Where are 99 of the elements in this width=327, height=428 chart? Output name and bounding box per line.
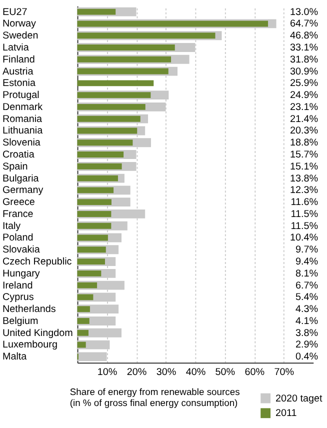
y-tick-label: Estonia [2, 78, 36, 90]
bar [77, 116, 140, 122]
data-label: 9.4% [296, 256, 318, 268]
data-label: 9.7% [296, 244, 318, 256]
y-tick-label: Slovakia [2, 244, 40, 256]
y-tick-label: Romania [2, 114, 43, 125]
y-tick-label: Slovenia [2, 138, 41, 149]
y-tick-label: France [2, 208, 34, 220]
bar [77, 282, 98, 288]
y-tick-label: EU27 [2, 6, 28, 18]
y-tick-label: Hungary [2, 268, 40, 280]
y-tick-label: Germany [2, 185, 44, 196]
y-tick-label: Czech Republic [2, 256, 72, 268]
data-label: 31.8% [290, 54, 318, 66]
data-label: 21.4% [290, 114, 318, 125]
x-tick-label: 50% [215, 366, 236, 378]
bar [77, 140, 133, 146]
data-label: 0.4% [296, 352, 318, 363]
data-label: 11.5% [290, 220, 318, 232]
bar [77, 330, 88, 336]
data-label: 15.7% [290, 149, 318, 160]
data-label: 8.1% [296, 268, 318, 280]
bar [77, 175, 118, 182]
bar [77, 152, 124, 158]
bar [77, 80, 154, 86]
y-tick-label: Latvia [2, 42, 30, 54]
bar [77, 270, 102, 276]
y-tick-label: Bulgaria [2, 173, 40, 184]
data-label: 11.6% [290, 197, 318, 208]
data-label: 18.8% [290, 138, 318, 149]
x-tick-label: 30% [156, 366, 176, 378]
data-label: 3.8% [296, 328, 318, 339]
bar [77, 20, 268, 27]
y-tick-label: Sweden [2, 30, 38, 42]
y-tick-label: Finland [2, 54, 35, 66]
y-tick-label: Greece [2, 197, 36, 208]
bar [77, 199, 112, 206]
y-tick-label: Netherlands [2, 304, 56, 316]
x-tick-label: 10% [97, 366, 118, 378]
y-tick-label: Croatia [2, 149, 35, 160]
y-tick-label: Italy [2, 220, 21, 232]
data-label: 5.4% [296, 292, 318, 304]
y-tick-label: Lithuania [2, 126, 44, 137]
bar [77, 163, 122, 170]
data-label: 4.1% [296, 316, 318, 327]
data-label: 13.8% [290, 173, 318, 184]
data-label: 11.5% [290, 208, 318, 220]
y-tick-label: Austria [2, 66, 34, 78]
legend-label: 2020 taget [275, 393, 322, 404]
bar [77, 318, 90, 324]
data-label: 12.3% [290, 185, 318, 196]
y-tick-label: Ireland [2, 280, 33, 292]
bar [77, 104, 146, 110]
bar [77, 258, 105, 265]
bar [77, 32, 216, 39]
y-tick-label: Poland [2, 232, 34, 244]
data-label: 30.9% [290, 66, 318, 78]
x-tick-label: 60% [244, 366, 265, 378]
bar [77, 306, 90, 312]
legend-label: 2011 [275, 408, 298, 420]
y-tick-label: Luxembourg [2, 340, 58, 351]
data-label: 23.1% [290, 102, 318, 113]
data-label: 24.9% [290, 90, 318, 102]
data-label: 2.9% [296, 340, 318, 351]
data-label: 46.8% [290, 30, 318, 42]
data-label: 20.3% [290, 126, 318, 137]
data-label: 64.7% [290, 18, 318, 30]
bar [77, 211, 112, 217]
x-tick-label: 70% [274, 366, 294, 378]
bar [77, 44, 175, 50]
data-label: 25.9% [290, 78, 318, 90]
y-tick-label: Denmark [2, 102, 43, 113]
bar [77, 342, 86, 348]
y-tick-label: Protugal [2, 90, 40, 102]
bar [77, 92, 151, 98]
x-tick-label: 40% [186, 366, 206, 378]
x-tick-label: 20% [126, 366, 147, 378]
bar [77, 128, 138, 134]
data-label: 4.3% [296, 304, 318, 316]
data-label: 33.1% [290, 42, 318, 54]
y-tick-label: Belgium [2, 316, 38, 327]
bar [77, 8, 116, 15]
bar [77, 294, 94, 300]
bar [77, 187, 114, 194]
data-label: 10.4% [290, 232, 318, 244]
bar [77, 246, 106, 253]
bar [77, 68, 168, 74]
y-tick-label: Cyprus [2, 292, 34, 304]
bar [77, 56, 172, 62]
y-tick-label: Spain [2, 161, 28, 172]
bar [77, 234, 108, 241]
y-tick-label: Malta [2, 352, 28, 363]
data-label: 13.0% [290, 6, 318, 18]
x-axis-title: Share of energy from renewable sources (in % of gross final energy consumption) [70, 386, 240, 408]
bar [77, 222, 112, 229]
data-label: 6.7% [296, 280, 318, 292]
y-tick-label: United Kingdom [2, 328, 73, 339]
data-label: 15.1% [290, 161, 318, 172]
y-tick-label: Norway [2, 18, 36, 30]
